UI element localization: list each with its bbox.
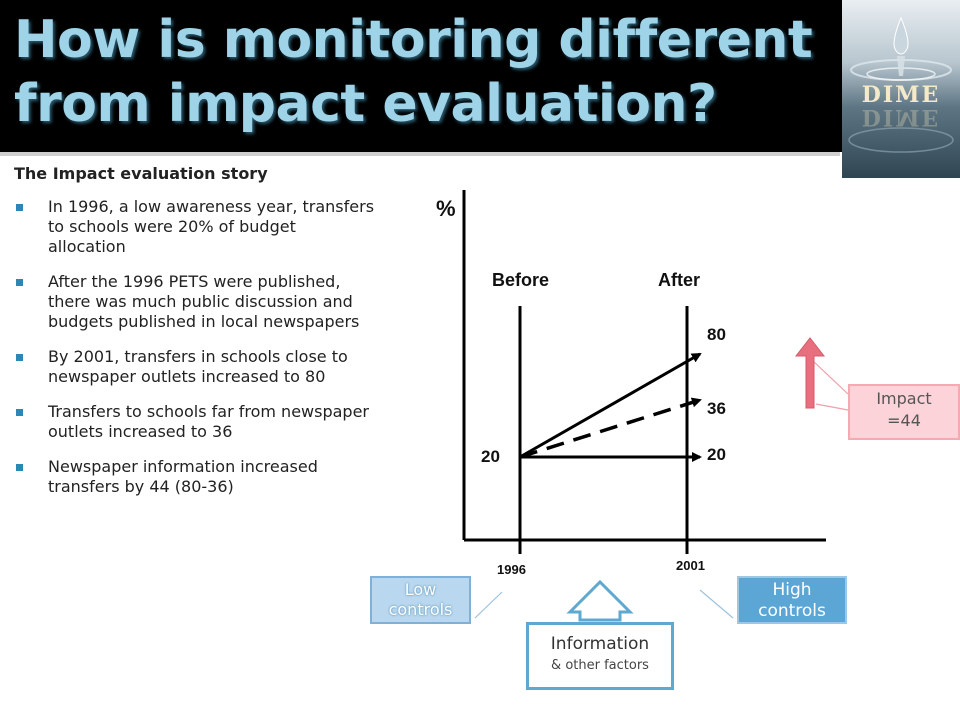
logo-text: DIME xyxy=(861,82,941,108)
water-drop-icon xyxy=(848,16,954,153)
high-value-label: 80 xyxy=(707,325,726,344)
story-panel: The Impact evaluation story In 1996, a l… xyxy=(14,164,376,512)
counterfactual-dashed-arrow xyxy=(519,397,702,459)
bullet-text: Transfers to schools far from newspaper … xyxy=(48,402,369,441)
title-bar: How is monitoring different from impact … xyxy=(0,0,960,152)
impact-label: Impact xyxy=(876,389,932,408)
list-item: Transfers to schools far from newspaper … xyxy=(14,402,376,442)
logo-text-reflection: DIME xyxy=(861,104,941,130)
information-callout: Information & other factors xyxy=(526,622,674,690)
square-bullet-icon xyxy=(16,354,23,361)
high-trend-arrow xyxy=(519,352,702,459)
y-axis-label: % xyxy=(436,196,456,221)
dime-logo: DIME DIME xyxy=(842,0,960,178)
slide-title-line-1: How is monitoring different xyxy=(14,10,813,70)
before-label: Before xyxy=(492,270,549,290)
story-heading: The Impact evaluation story xyxy=(14,164,268,183)
after-label: After xyxy=(658,270,700,290)
information-label: Information xyxy=(550,634,650,654)
low-controls-pointer xyxy=(474,591,503,619)
list-item: By 2001, transfers in schools close to n… xyxy=(14,347,376,387)
list-item: Newspaper information increased transfer… xyxy=(14,457,376,497)
bullet-text: By 2001, transfers in schools close to n… xyxy=(48,347,348,386)
square-bullet-icon xyxy=(16,464,23,471)
bullet-text: Newspaper information increased transfer… xyxy=(48,457,318,496)
title-underline xyxy=(0,152,840,156)
slide-title-line-2: from impact evaluation? xyxy=(14,74,717,134)
impact-callout: Impact =44 xyxy=(848,384,960,440)
list-item: In 1996, a low awareness year, transfers… xyxy=(14,197,376,257)
square-bullet-icon xyxy=(16,409,23,416)
list-item: After the 1996 PETS were published, ther… xyxy=(14,272,376,332)
square-bullet-icon xyxy=(16,279,23,286)
slide-title: How is monitoring different from impact … xyxy=(14,8,834,136)
impact-value: =44 xyxy=(887,411,921,430)
other-factors-label: & other factors xyxy=(551,658,649,673)
start-value-label: 20 xyxy=(481,447,500,466)
bullet-list: In 1996, a low awareness year, transfers… xyxy=(14,197,376,497)
low-controls-callout: Low controls xyxy=(370,576,471,624)
high-controls-pointer xyxy=(699,589,734,619)
high-controls-callout: High controls xyxy=(737,576,847,624)
bullet-text: In 1996, a low awareness year, transfers… xyxy=(48,197,375,256)
low-value-label: 20 xyxy=(707,445,726,464)
mid-value-label: 36 xyxy=(707,399,726,418)
square-bullet-icon xyxy=(16,204,23,211)
bullet-text: After the 1996 PETS were published, ther… xyxy=(48,272,360,331)
year-start-label: 1996 xyxy=(497,562,526,577)
information-up-arrow-icon xyxy=(566,579,634,622)
year-end-label: 2001 xyxy=(676,558,705,573)
before-after-diagram: % Before After 20 80 36 20 1996 2001 xyxy=(400,176,840,586)
